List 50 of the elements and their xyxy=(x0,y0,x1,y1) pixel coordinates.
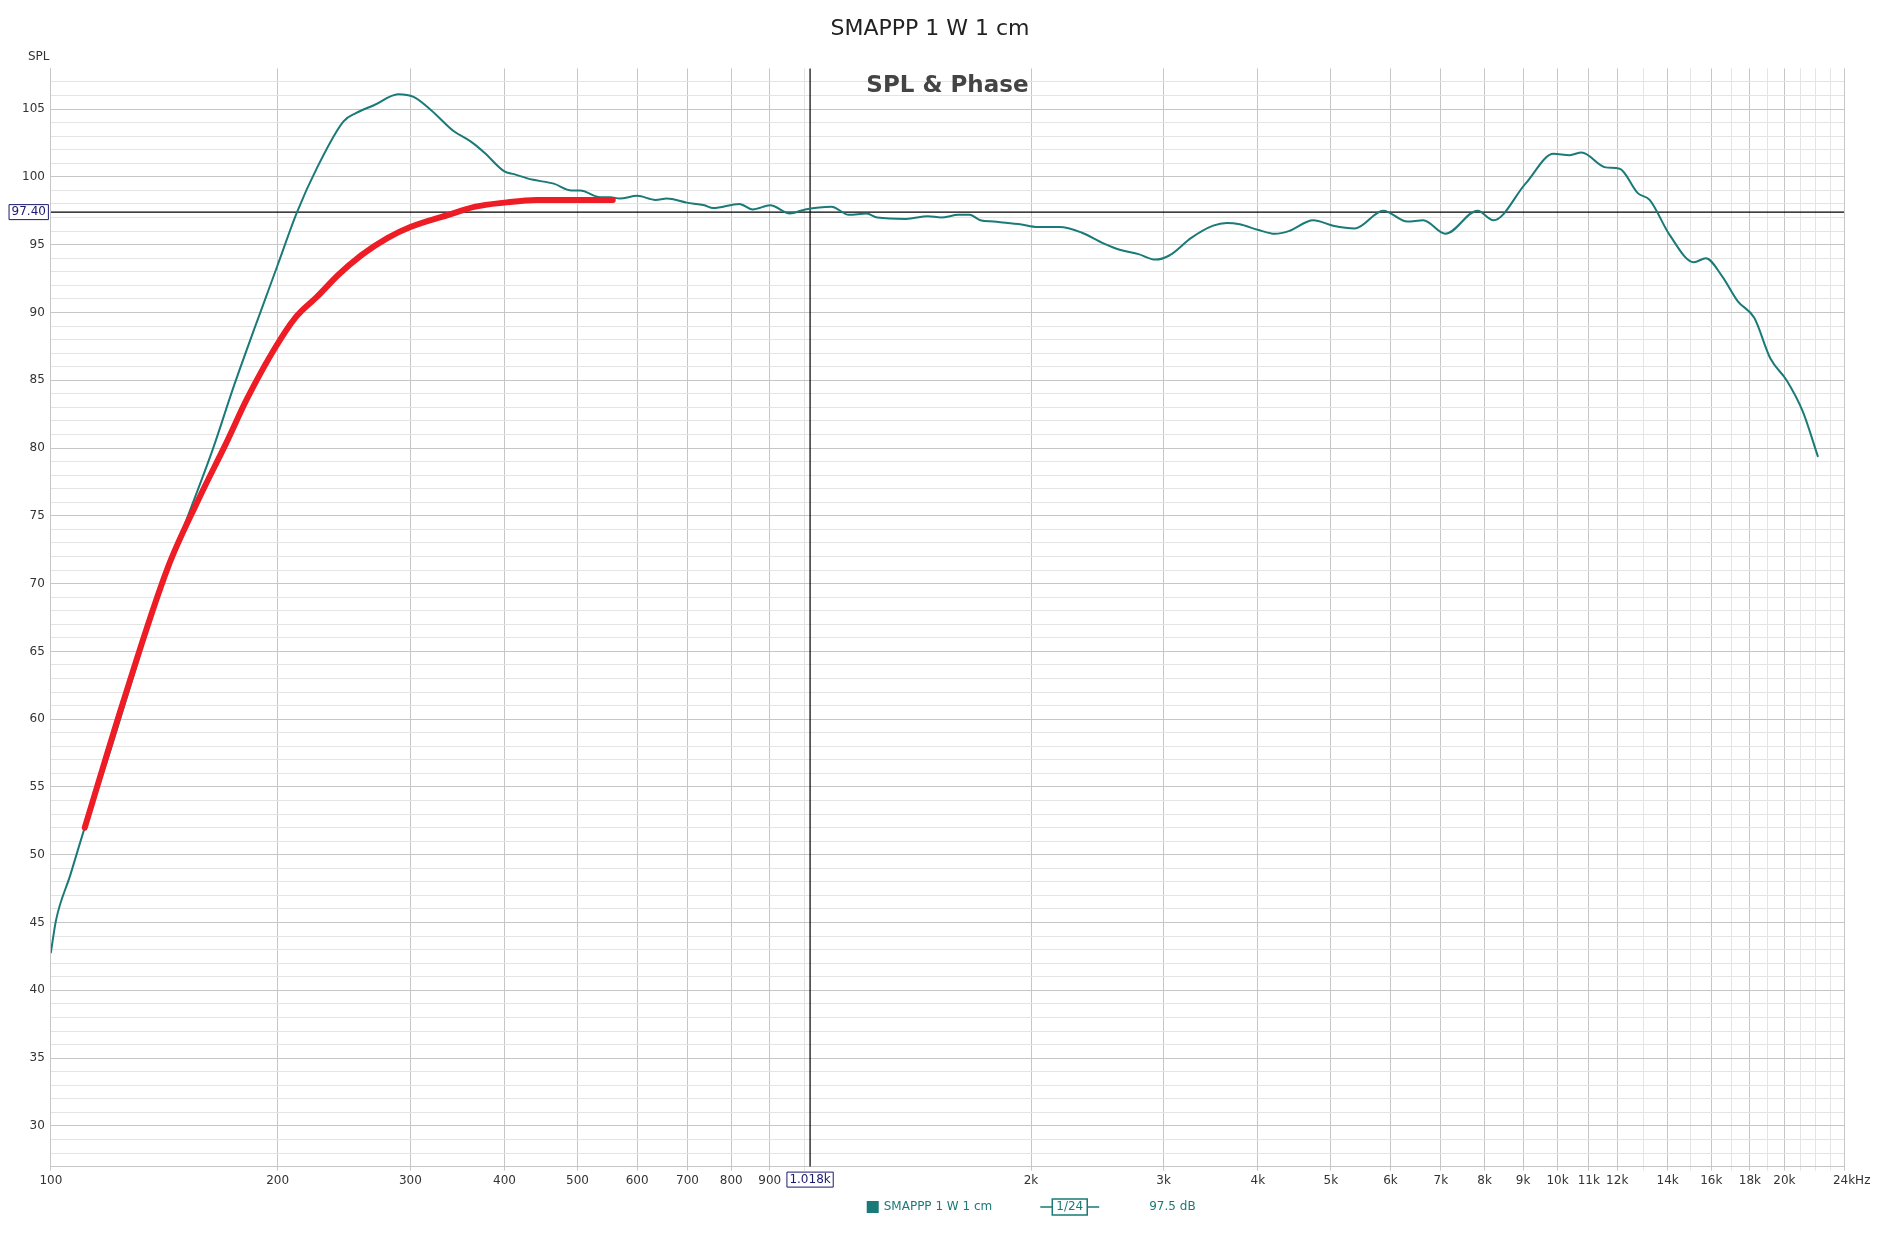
ref-line-label: 97.40 xyxy=(11,204,46,219)
y-tick-label: 70 xyxy=(29,575,45,590)
x-tick-label: 5k xyxy=(1323,1172,1339,1187)
x-tick-label: 700 xyxy=(676,1172,699,1187)
y-tick-label: 60 xyxy=(29,711,45,726)
ref-line-label: 1.018k xyxy=(789,1171,831,1186)
x-tick-label: 600 xyxy=(625,1172,649,1187)
text: 97.5 dB xyxy=(1149,1199,1196,1214)
chart-subtitle: SPL & Phase xyxy=(866,70,1029,97)
y-tick-label: 95 xyxy=(29,236,45,251)
x-tick-label: 100 xyxy=(39,1172,63,1187)
y-tick-label: 65 xyxy=(29,643,45,658)
y-tick-label: 100 xyxy=(22,168,45,183)
chart-title: SMAPPP 1 W 1 cm xyxy=(830,14,1030,40)
y-tick-label: 105 xyxy=(22,101,45,116)
x-tick-label: 12k xyxy=(1606,1172,1629,1187)
x-tick-label: 18k xyxy=(1738,1172,1762,1187)
x-tick-label: 8k xyxy=(1477,1172,1492,1187)
x-tick-label: 10k xyxy=(1546,1172,1569,1187)
x-tick-label: 4k xyxy=(1250,1172,1266,1187)
text: 1/24 xyxy=(1056,1199,1084,1214)
x-tick-label: 24k xyxy=(1832,1172,1856,1187)
x-tick-label: 3k xyxy=(1156,1172,1172,1187)
x-tick-label: 200 xyxy=(266,1172,290,1187)
x-tick-label: 500 xyxy=(566,1172,589,1187)
x-tick-label: 9k xyxy=(1515,1172,1531,1187)
x-tick-label: 2k xyxy=(1023,1172,1039,1187)
x-tick-label: 900 xyxy=(758,1172,782,1187)
x-tick-label: 16k xyxy=(1700,1172,1723,1187)
x-tick-label: 14k xyxy=(1656,1172,1679,1187)
x-axis-title: Hz xyxy=(1855,1172,1871,1187)
y-tick-label: 80 xyxy=(29,440,45,455)
y-tick-label: 35 xyxy=(29,1050,45,1065)
x-tick-label: 7k xyxy=(1433,1172,1449,1187)
x-tick-label: 20k xyxy=(1773,1172,1796,1187)
x-tick-label: 800 xyxy=(719,1172,743,1187)
x-tick-label: 400 xyxy=(493,1172,516,1187)
x-tick-label: 6k xyxy=(1383,1172,1398,1187)
legend-label: SMAPPP 1 W 1 cm xyxy=(883,1199,993,1214)
y-tick-label: 55 xyxy=(29,779,45,794)
y-axis-title: SPL xyxy=(28,48,50,63)
x-tick-label: 300 xyxy=(398,1172,422,1187)
y-tick-label: 40 xyxy=(29,982,45,997)
y-tick-label: 30 xyxy=(29,1118,45,1133)
y-tick-label: 85 xyxy=(29,372,45,387)
x-tick-label: 11k xyxy=(1577,1172,1600,1187)
y-tick-label: 50 xyxy=(29,846,45,861)
y-tick-label: 75 xyxy=(29,507,45,522)
y-tick-label: 90 xyxy=(29,304,45,319)
y-tick-label: 45 xyxy=(29,914,45,929)
